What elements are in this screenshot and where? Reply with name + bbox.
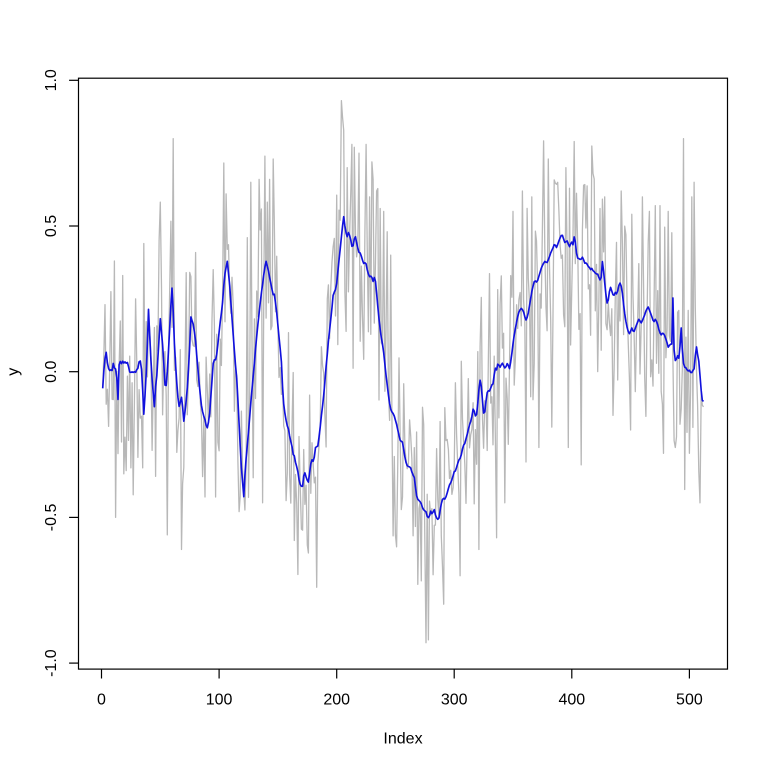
svg-text:100: 100	[206, 692, 233, 709]
svg-text:0.5: 0.5	[43, 215, 60, 237]
svg-text:1.0: 1.0	[43, 69, 60, 91]
svg-text:-1.0: -1.0	[43, 649, 60, 677]
svg-text:300: 300	[441, 692, 468, 709]
svg-text:Index: Index	[383, 731, 422, 748]
svg-text:400: 400	[558, 692, 585, 709]
svg-text:0: 0	[97, 692, 106, 709]
svg-text:-0.5: -0.5	[43, 504, 60, 532]
svg-text:200: 200	[323, 692, 350, 709]
svg-text:0.0: 0.0	[43, 360, 60, 382]
svg-text:500: 500	[676, 692, 703, 709]
svg-text:y: y	[5, 368, 22, 376]
